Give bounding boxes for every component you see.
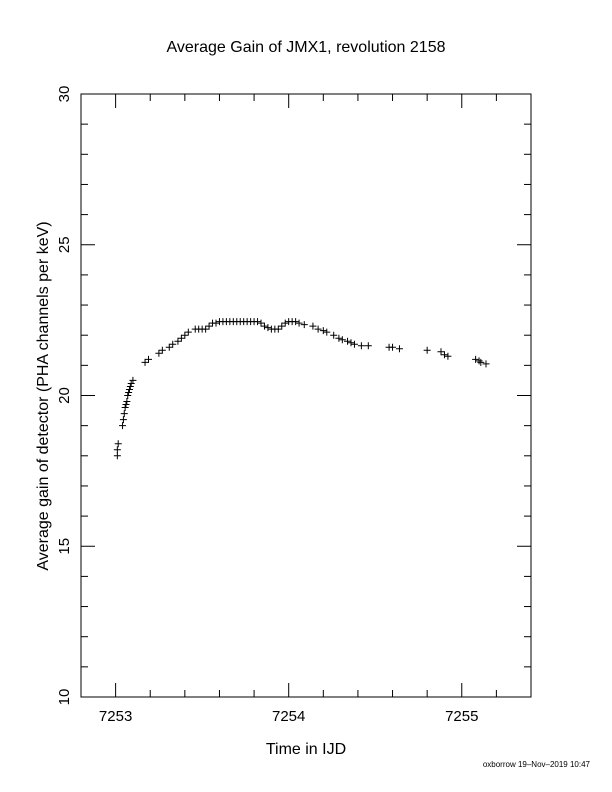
data-point [278,322,286,330]
data-point [212,319,220,327]
data-point [274,325,282,333]
data-point [364,342,372,350]
y-axis-label: Average gain of detector (PHA channels p… [35,221,52,570]
footer-credit: oxborrow 19–Nov–2019 10:47 [483,760,591,769]
y-tick-label: 10 [56,689,73,706]
axis-ticks [80,93,532,698]
data-point [127,379,135,387]
data-point [323,328,331,336]
data-point [141,358,149,366]
data-point [309,322,317,330]
data-point [169,340,177,348]
data-point [477,358,485,366]
plot-frame [80,93,532,698]
data-point [114,440,122,448]
data-point [254,318,262,326]
data-point [257,319,265,327]
data-point [319,327,327,335]
data-point [155,349,163,357]
data-point [125,388,133,396]
data-point [205,322,213,330]
data-point [423,346,431,354]
data-point [260,322,268,330]
data-point [444,352,452,360]
data-point [475,357,483,365]
data-point [113,446,121,454]
data-point [120,410,128,418]
data-point [281,319,289,327]
data-point [129,376,137,384]
data-point [181,331,189,339]
data-point [347,339,355,347]
data-point [125,385,133,393]
data-point [335,334,343,342]
data-point [184,328,192,336]
data-point [292,318,300,326]
data-point [165,343,173,351]
data-point [177,334,185,342]
y-tick-label: 15 [56,538,73,555]
data-point [119,422,127,430]
data-point [264,324,272,332]
data-point [174,337,182,345]
data-point [314,325,322,333]
data-point [440,351,448,359]
data-point [330,331,338,339]
data-point [123,398,131,406]
data-point [357,342,365,350]
data-point [389,343,397,351]
data-points [113,318,490,460]
data-point [338,336,346,344]
data-point [437,348,445,356]
data-point [113,452,121,460]
data-point [122,401,130,409]
y-tick-label: 20 [56,387,73,404]
data-point [395,345,403,353]
data-point [202,325,210,333]
data-point [472,355,480,363]
data-point [482,360,490,368]
axis-tick-labels: 7253 7254 7255 10 15 20 25 30 [56,86,478,725]
data-point [295,319,303,327]
x-tick-label: 7253 [99,708,132,725]
data-point [350,340,358,348]
x-axis-label: Time in IJD [266,741,346,758]
data-point [145,355,152,363]
data-point [124,392,132,399]
y-tick-label: 25 [56,236,73,253]
data-point [121,404,129,412]
x-tick-label: 7255 [445,708,478,725]
data-point [119,416,127,424]
data-point [126,382,134,390]
data-point [300,321,308,329]
data-point [344,337,352,345]
x-tick-label: 7254 [272,708,305,725]
y-tick-label: 30 [56,86,73,103]
chart-title: Average Gain of JMX1, revolution 2158 [167,39,446,56]
data-point [158,346,166,354]
